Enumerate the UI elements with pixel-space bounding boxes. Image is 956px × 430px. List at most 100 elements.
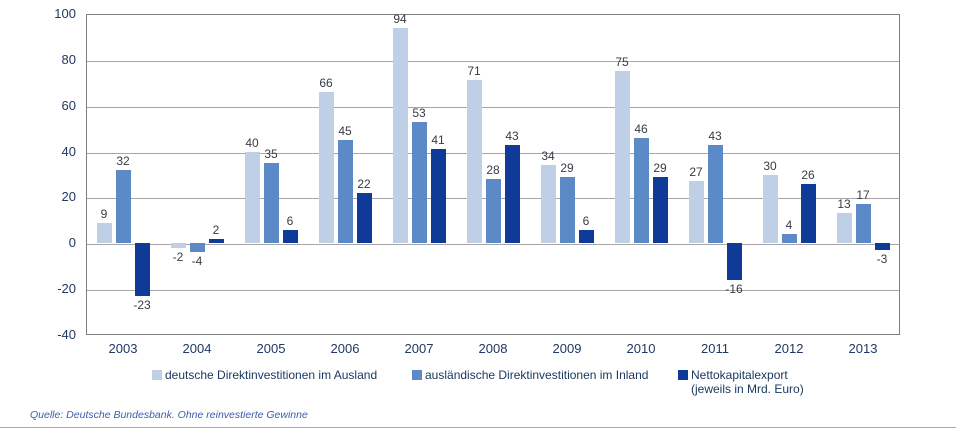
bar-2007-series3 [430, 149, 446, 244]
x-axis-label-2013: 2013 [848, 341, 878, 356]
bar-value-label: -23 [133, 298, 151, 313]
legend: deutsche Direktinvestitionen im Ausland … [0, 366, 956, 400]
bar-2010-series2 [633, 137, 649, 244]
bar-value-label: 26 [801, 167, 815, 182]
x-axis-label-2012: 2012 [774, 341, 804, 356]
bar-value-label: -4 [191, 254, 203, 269]
bar-2013-series3 [874, 243, 890, 251]
bar-value-label: 53 [412, 105, 426, 120]
bar-2009-series3 [578, 229, 594, 244]
bar-2005-series3 [282, 229, 298, 244]
bar-2008-series3 [504, 144, 520, 244]
x-axis-label-2011: 2011 [701, 341, 729, 356]
x-axis-label-2006: 2006 [330, 341, 360, 356]
bar-2011-series1 [688, 181, 704, 244]
y-axis-tick-label: -40 [57, 327, 76, 342]
y-axis-tick-label: 80 [61, 51, 76, 67]
bar-value-label: 2 [212, 222, 220, 237]
y-axis-tick-label: 100 [54, 6, 76, 21]
bar-2008-series2 [485, 179, 501, 244]
bar-2003-series1 [96, 222, 112, 244]
bar-2006-series1 [318, 91, 334, 244]
bar-2006-series2 [337, 140, 353, 244]
bar-value-label: 71 [467, 64, 481, 79]
bar-2013-series2 [855, 204, 871, 244]
bar-value-label: 43 [708, 128, 722, 143]
x-axis-label-2008: 2008 [478, 341, 508, 356]
gridline [87, 61, 899, 62]
bar-2012-series2 [781, 234, 797, 244]
bar-value-label: 17 [856, 188, 870, 203]
bar-value-label: 29 [560, 160, 574, 175]
x-axis-label-2010: 2010 [626, 341, 656, 356]
bar-value-label: 41 [431, 133, 445, 148]
legend-label-series2: ausländische Direktinvestitionen im Inla… [425, 368, 649, 382]
legend-label-series3-line2: (jeweils in Mrd. Euro) [691, 382, 804, 396]
plot-area [86, 14, 900, 335]
bar-value-label: 29 [653, 160, 667, 175]
legend-label-series3-line1: Nettokapitalexport [691, 368, 788, 382]
bar-2013-series1 [836, 213, 852, 244]
bar-value-label: 30 [763, 158, 777, 173]
legend-item-auslaendische-direktinvestitionen-inland: ausländische Direktinvestitionen im Inla… [412, 368, 648, 382]
bar-value-label: 40 [245, 135, 259, 150]
bar-value-label: 94 [393, 11, 407, 26]
bar-value-label: 45 [338, 124, 352, 139]
y-axis-tick-label: -20 [57, 281, 76, 297]
bar-2006-series3 [356, 192, 372, 244]
bar-2012-series1 [762, 174, 778, 244]
bar-value-label: 32 [116, 153, 130, 168]
bar-value-label: 13 [837, 197, 851, 212]
bar-2009-series1 [540, 165, 556, 244]
series2-swatch-icon [412, 370, 422, 380]
x-axis-label-2009: 2009 [552, 341, 582, 356]
series1-swatch-icon [152, 370, 162, 380]
bar-2004-series2 [189, 243, 205, 253]
legend-item-nettokapitalexport: Nettokapitalexport (jeweils in Mrd. Euro… [678, 368, 804, 396]
bar-value-label: -2 [172, 249, 184, 264]
bar-2007-series2 [411, 121, 427, 244]
bar-2011-series2 [707, 144, 723, 244]
gridline [87, 290, 899, 291]
bar-2004-series3 [208, 238, 224, 244]
bar-value-label: -16 [725, 281, 743, 296]
bar-2009-series2 [559, 176, 575, 244]
bar-value-label: -3 [876, 252, 888, 267]
y-axis-tick-label: 40 [61, 143, 76, 159]
bottom-divider [0, 427, 956, 428]
x-axis-label-2007: 2007 [404, 341, 434, 356]
bar-2003-series3 [134, 243, 150, 297]
source-note: Quelle: Deutsche Bundesbank. Ohne reinve… [30, 409, 308, 421]
bar-value-label: 9 [100, 206, 108, 221]
bar-2011-series3 [726, 243, 742, 280]
bar-2004-series1 [170, 243, 186, 248]
gridline [87, 107, 899, 108]
bar-2005-series2 [263, 163, 279, 244]
bar-value-label: 35 [264, 147, 278, 162]
legend-item-deutsche-direktinvestitionen-ausland: deutsche Direktinvestitionen im Ausland [152, 368, 377, 382]
legend-label-series1: deutsche Direktinvestitionen im Ausland [165, 368, 378, 382]
x-axis-label-2005: 2005 [256, 341, 286, 356]
bar-value-label: 27 [689, 165, 703, 180]
bar-value-label: 6 [286, 213, 294, 228]
bar-value-label: 66 [319, 75, 333, 90]
bar-value-label: 75 [615, 55, 629, 70]
bar-value-label: 46 [634, 121, 648, 136]
x-axis-label-2004: 2004 [182, 341, 212, 356]
bar-value-label: 34 [541, 149, 555, 164]
bar-2005-series1 [244, 151, 260, 244]
gridline [87, 153, 899, 154]
bar-2007-series1 [392, 27, 408, 244]
series3-swatch-icon [678, 370, 688, 380]
x-axis-label-2003: 2003 [108, 341, 138, 356]
gridline [87, 244, 899, 245]
bar-value-label: 28 [486, 163, 500, 178]
y-axis-tick-label: 0 [68, 235, 76, 251]
y-axis-tick-label: 60 [61, 97, 76, 113]
bar-value-label: 43 [505, 128, 519, 143]
bar-2010-series1 [614, 71, 630, 244]
bar-value-label: 4 [785, 218, 793, 233]
bar-2010-series3 [652, 176, 668, 244]
bar-2008-series1 [466, 80, 482, 244]
